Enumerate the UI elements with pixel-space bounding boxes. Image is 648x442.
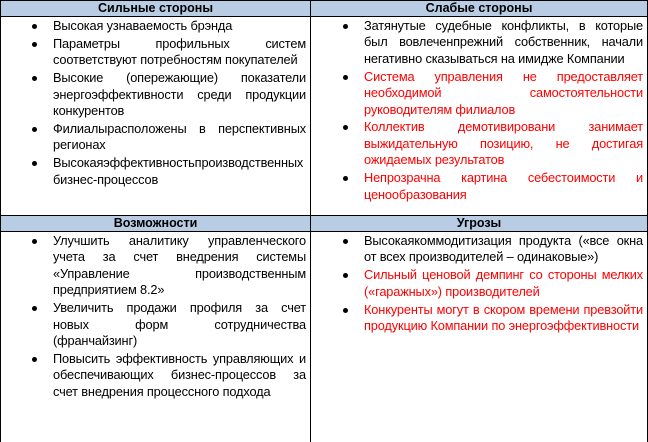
weaknesses-cell: Затянутые судебные конфликты, в которые … — [310, 16, 648, 216]
threats-cell: Высокаякоммодитизация продукта («все окн… — [310, 231, 648, 442]
weaknesses-item: Непрозрачна картина себестоимости и цено… — [343, 170, 643, 202]
opportunities-cell: Улучшить аналитику управленческого учета… — [0, 231, 311, 442]
strengths-cell: Высокая узнаваемость брэнда Параметры про… — [0, 16, 311, 216]
weaknesses-item: Затянутые судебные конфликты, в которые … — [343, 18, 643, 66]
swot-content-row-top: Высокая узнаваемость брэнда Параметры про… — [0, 16, 648, 216]
strengths-item: Высокая узнаваемость брэнда — [32, 18, 306, 34]
threats-item: Высокаякоммодитизация продукта («все окн… — [343, 233, 643, 265]
weaknesses-header: Слабые стороны — [310, 0, 648, 17]
strengths-header: Сильные стороны — [0, 0, 311, 17]
opportunities-header: Возможности — [0, 215, 311, 232]
opportunities-item: Увеличить продажи профиля за счет новых … — [32, 300, 306, 348]
swot-content-row-bottom: Улучшить аналитику управленческого учета… — [0, 231, 648, 442]
opportunities-list: Улучшить аналитику управленческого учета… — [1, 232, 310, 404]
threats-header: Угрозы — [310, 215, 648, 232]
threats-item: Конкуренты могут в скором времени превзо… — [343, 301, 643, 334]
weaknesses-item: Коллектив демотивировани занимает выжида… — [343, 119, 643, 168]
strengths-item: Высокие (опережающие) показатели энергоэ… — [32, 70, 306, 119]
opportunities-item: Повысить эффективность управляющих и обе… — [32, 350, 306, 399]
opportunities-item: Улучшить аналитику управленческого учета… — [32, 233, 306, 298]
strengths-item: Филиалырасположены в перспективных регио… — [32, 120, 306, 153]
threats-item: Сильный ценовой демпинг со стороны мелки… — [343, 267, 643, 299]
swot-header-row-bottom: Возможности Угрозы — [0, 215, 648, 232]
weaknesses-list: Затянутые судебные конфликты, в которые … — [311, 17, 647, 206]
threats-list: Высокаякоммодитизация продукта («все окн… — [311, 232, 647, 338]
strengths-list: Высокая узнаваемость брэнда Параметры про… — [1, 17, 310, 192]
weaknesses-item: Система управления не предоставляет необ… — [343, 68, 643, 117]
swot-header-row-top: Сильные стороны Слабые стороны — [0, 0, 648, 17]
strengths-item: Высокаяэффективностьпроизводственных биз… — [32, 155, 306, 188]
strengths-item: Параметры профильных систем соответствую… — [32, 35, 306, 68]
